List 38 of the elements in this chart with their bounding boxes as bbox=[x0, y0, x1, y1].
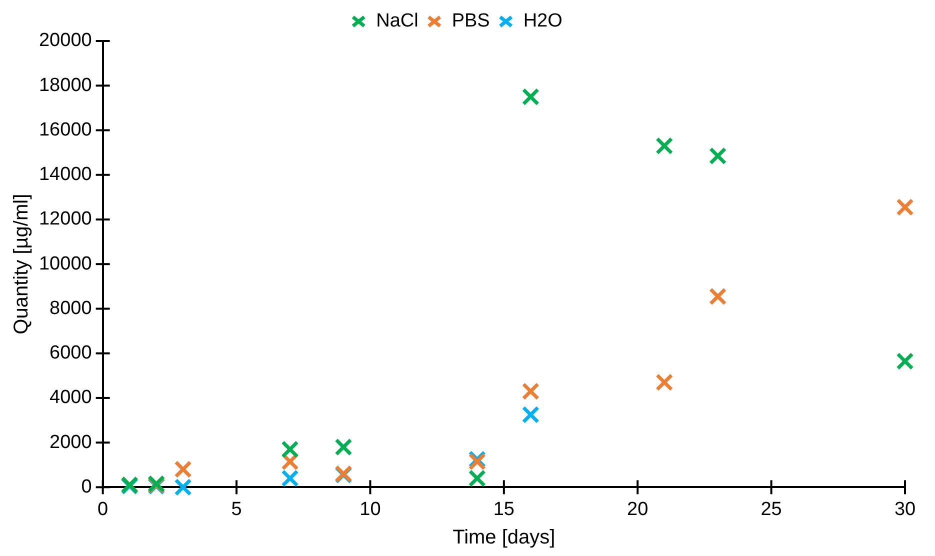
y-tick-label: 18000 bbox=[38, 74, 92, 96]
x-tick-label: 25 bbox=[760, 498, 782, 520]
x-tick-label: 0 bbox=[98, 498, 108, 520]
y-tick-label: 12000 bbox=[38, 208, 92, 230]
y-axis-title: Quantity [µg/ml] bbox=[10, 194, 33, 334]
x-tick-label: 15 bbox=[493, 498, 514, 520]
point bbox=[174, 478, 192, 496]
y-tick-label: 10000 bbox=[38, 253, 92, 274]
legend-label: PBS bbox=[452, 10, 490, 32]
point bbox=[281, 440, 299, 458]
x-tick-label: 5 bbox=[231, 498, 242, 520]
point bbox=[709, 147, 727, 165]
x-axis-title: Time [days] bbox=[452, 526, 556, 549]
x-tick-label: 10 bbox=[360, 498, 381, 520]
legend-label: H2O bbox=[523, 10, 562, 32]
point bbox=[896, 352, 914, 370]
point bbox=[656, 374, 674, 392]
x-tick-label: 20 bbox=[627, 498, 648, 520]
y-tick-label: 6000 bbox=[50, 342, 92, 364]
y-tick-label: 16000 bbox=[38, 119, 92, 140]
y-tick-label: 0 bbox=[81, 476, 92, 498]
legend-label: NaCl bbox=[376, 10, 418, 32]
point bbox=[468, 469, 486, 488]
y-tick-label: 2000 bbox=[50, 432, 92, 453]
point bbox=[896, 198, 914, 216]
point bbox=[281, 469, 299, 488]
point bbox=[709, 288, 727, 306]
y-tick-label: 8000 bbox=[50, 298, 92, 319]
x-tick-label: 30 bbox=[894, 498, 916, 520]
point bbox=[334, 438, 352, 456]
point bbox=[174, 460, 192, 478]
point bbox=[522, 88, 540, 106]
y-tick-label: 20000 bbox=[38, 30, 92, 52]
point bbox=[522, 406, 540, 424]
point bbox=[656, 137, 674, 155]
y-tick-label: 14000 bbox=[38, 164, 92, 186]
point bbox=[522, 382, 540, 400]
y-tick-label: 4000 bbox=[50, 387, 92, 408]
